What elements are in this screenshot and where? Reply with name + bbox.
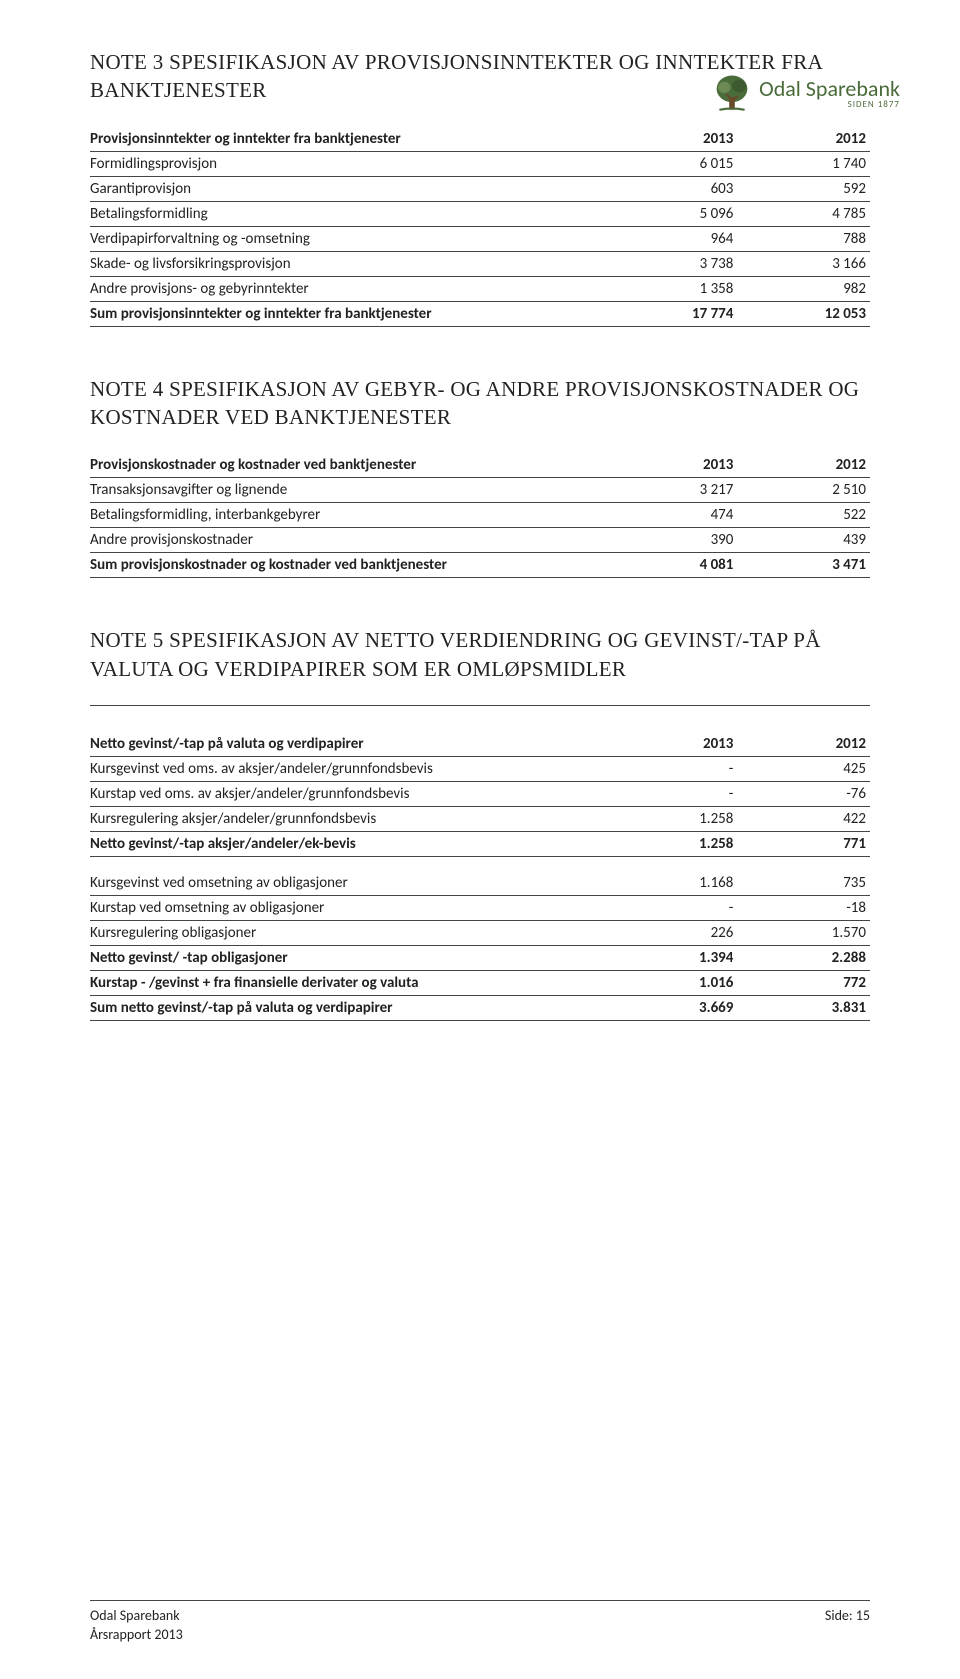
table-header-row: Provisjonsinntekter og inntekter fra ban…: [90, 127, 870, 152]
note-4-title: NOTE 4 SPESIFIKASJON AV GEBYR- OG ANDRE …: [90, 375, 870, 432]
table-row: Kursgevinst ved omsetning av obligasjone…: [90, 871, 870, 896]
table-header-row: Netto gevinst/-tap på valuta og verdipap…: [90, 732, 870, 757]
table-row: Kursgevinst ved oms. av aksjer/andeler/g…: [90, 757, 870, 782]
table-row: Transaksjonsavgifter og lignende3 2172 5…: [90, 478, 870, 503]
header-year-1: 2013: [605, 453, 738, 478]
table-sum-row: Sum provisjonsinntekter og inntekter fra…: [90, 301, 870, 326]
table-row: Kurstap ved oms. av aksjer/andeler/grunn…: [90, 782, 870, 807]
table-row: Verdipapirforvaltning og -omsetning96478…: [90, 226, 870, 251]
table-sum-row: Kurstap - /gevinst + fra finansielle der…: [90, 970, 870, 995]
table-row: Andre provisjonskostnader390439: [90, 528, 870, 553]
header-year-1: 2013: [605, 127, 738, 152]
header-year-2: 2012: [737, 732, 870, 757]
brand-name: Odal Sparebank: [759, 78, 900, 100]
header-year-1: 2013: [605, 732, 738, 757]
note-4-table: Provisjonskostnader og kostnader ved ban…: [90, 453, 870, 578]
table-row: Kursregulering obligasjoner2261.570: [90, 920, 870, 945]
footer-company: Odal Sparebank: [90, 1607, 183, 1626]
footer-divider: [90, 1600, 870, 1601]
note-5-table: Netto gevinst/-tap på valuta og verdipap…: [90, 732, 870, 1021]
header-label: Netto gevinst/-tap på valuta og verdipap…: [90, 732, 605, 757]
table-sum-row: Netto gevinst/ -tap obligasjoner1.3942.2…: [90, 945, 870, 970]
table-row: Betalingsformidling5 0964 785: [90, 201, 870, 226]
spacer-row: [90, 857, 870, 871]
header-year-2: 2012: [737, 127, 870, 152]
note-3-table: Provisjonsinntekter og inntekter fra ban…: [90, 127, 870, 327]
header-label: Provisjonsinntekter og inntekter fra ban…: [90, 127, 605, 152]
table-row: Kursregulering aksjer/andeler/grunnfonds…: [90, 807, 870, 832]
tree-icon: [711, 72, 753, 114]
brand-logo: Odal Sparebank SIDEN 1877: [711, 72, 900, 114]
note-5-section: NOTE 5 SPESIFIKASJON AV NETTO VERDIENDRI…: [90, 626, 870, 1020]
table-sum-row: Sum provisjonskostnader og kostnader ved…: [90, 553, 870, 578]
table-row: Betalingsformidling, interbankgebyrer474…: [90, 503, 870, 528]
footer-page: Side: 15: [825, 1607, 870, 1645]
note-5-title: NOTE 5 SPESIFIKASJON AV NETTO VERDIENDRI…: [90, 626, 870, 683]
page-footer: Odal Sparebank Årsrapport 2013 Side: 15: [90, 1600, 870, 1645]
table-row: Andre provisjons- og gebyrinntekter1 358…: [90, 276, 870, 301]
table-sum-row: Sum netto gevinst/-tap på valuta og verd…: [90, 995, 870, 1020]
note-4-section: NOTE 4 SPESIFIKASJON AV GEBYR- OG ANDRE …: [90, 375, 870, 579]
table-row: Skade- og livsforsikringsprovisjon3 7383…: [90, 251, 870, 276]
brand-tagline: SIDEN 1877: [759, 100, 900, 109]
header-label: Provisjonskostnader og kostnader ved ban…: [90, 453, 605, 478]
table-row: Garantiprovisjon603592: [90, 176, 870, 201]
header-year-2: 2012: [737, 453, 870, 478]
table-row: Kurstap ved omsetning av obligasjoner--1…: [90, 895, 870, 920]
table-sum-row: Netto gevinst/-tap aksjer/andeler/ek-bev…: [90, 832, 870, 857]
table-header-row: Provisjonskostnader og kostnader ved ban…: [90, 453, 870, 478]
footer-report: Årsrapport 2013: [90, 1626, 183, 1645]
table-row: Formidlingsprovisjon6 0151 740: [90, 151, 870, 176]
